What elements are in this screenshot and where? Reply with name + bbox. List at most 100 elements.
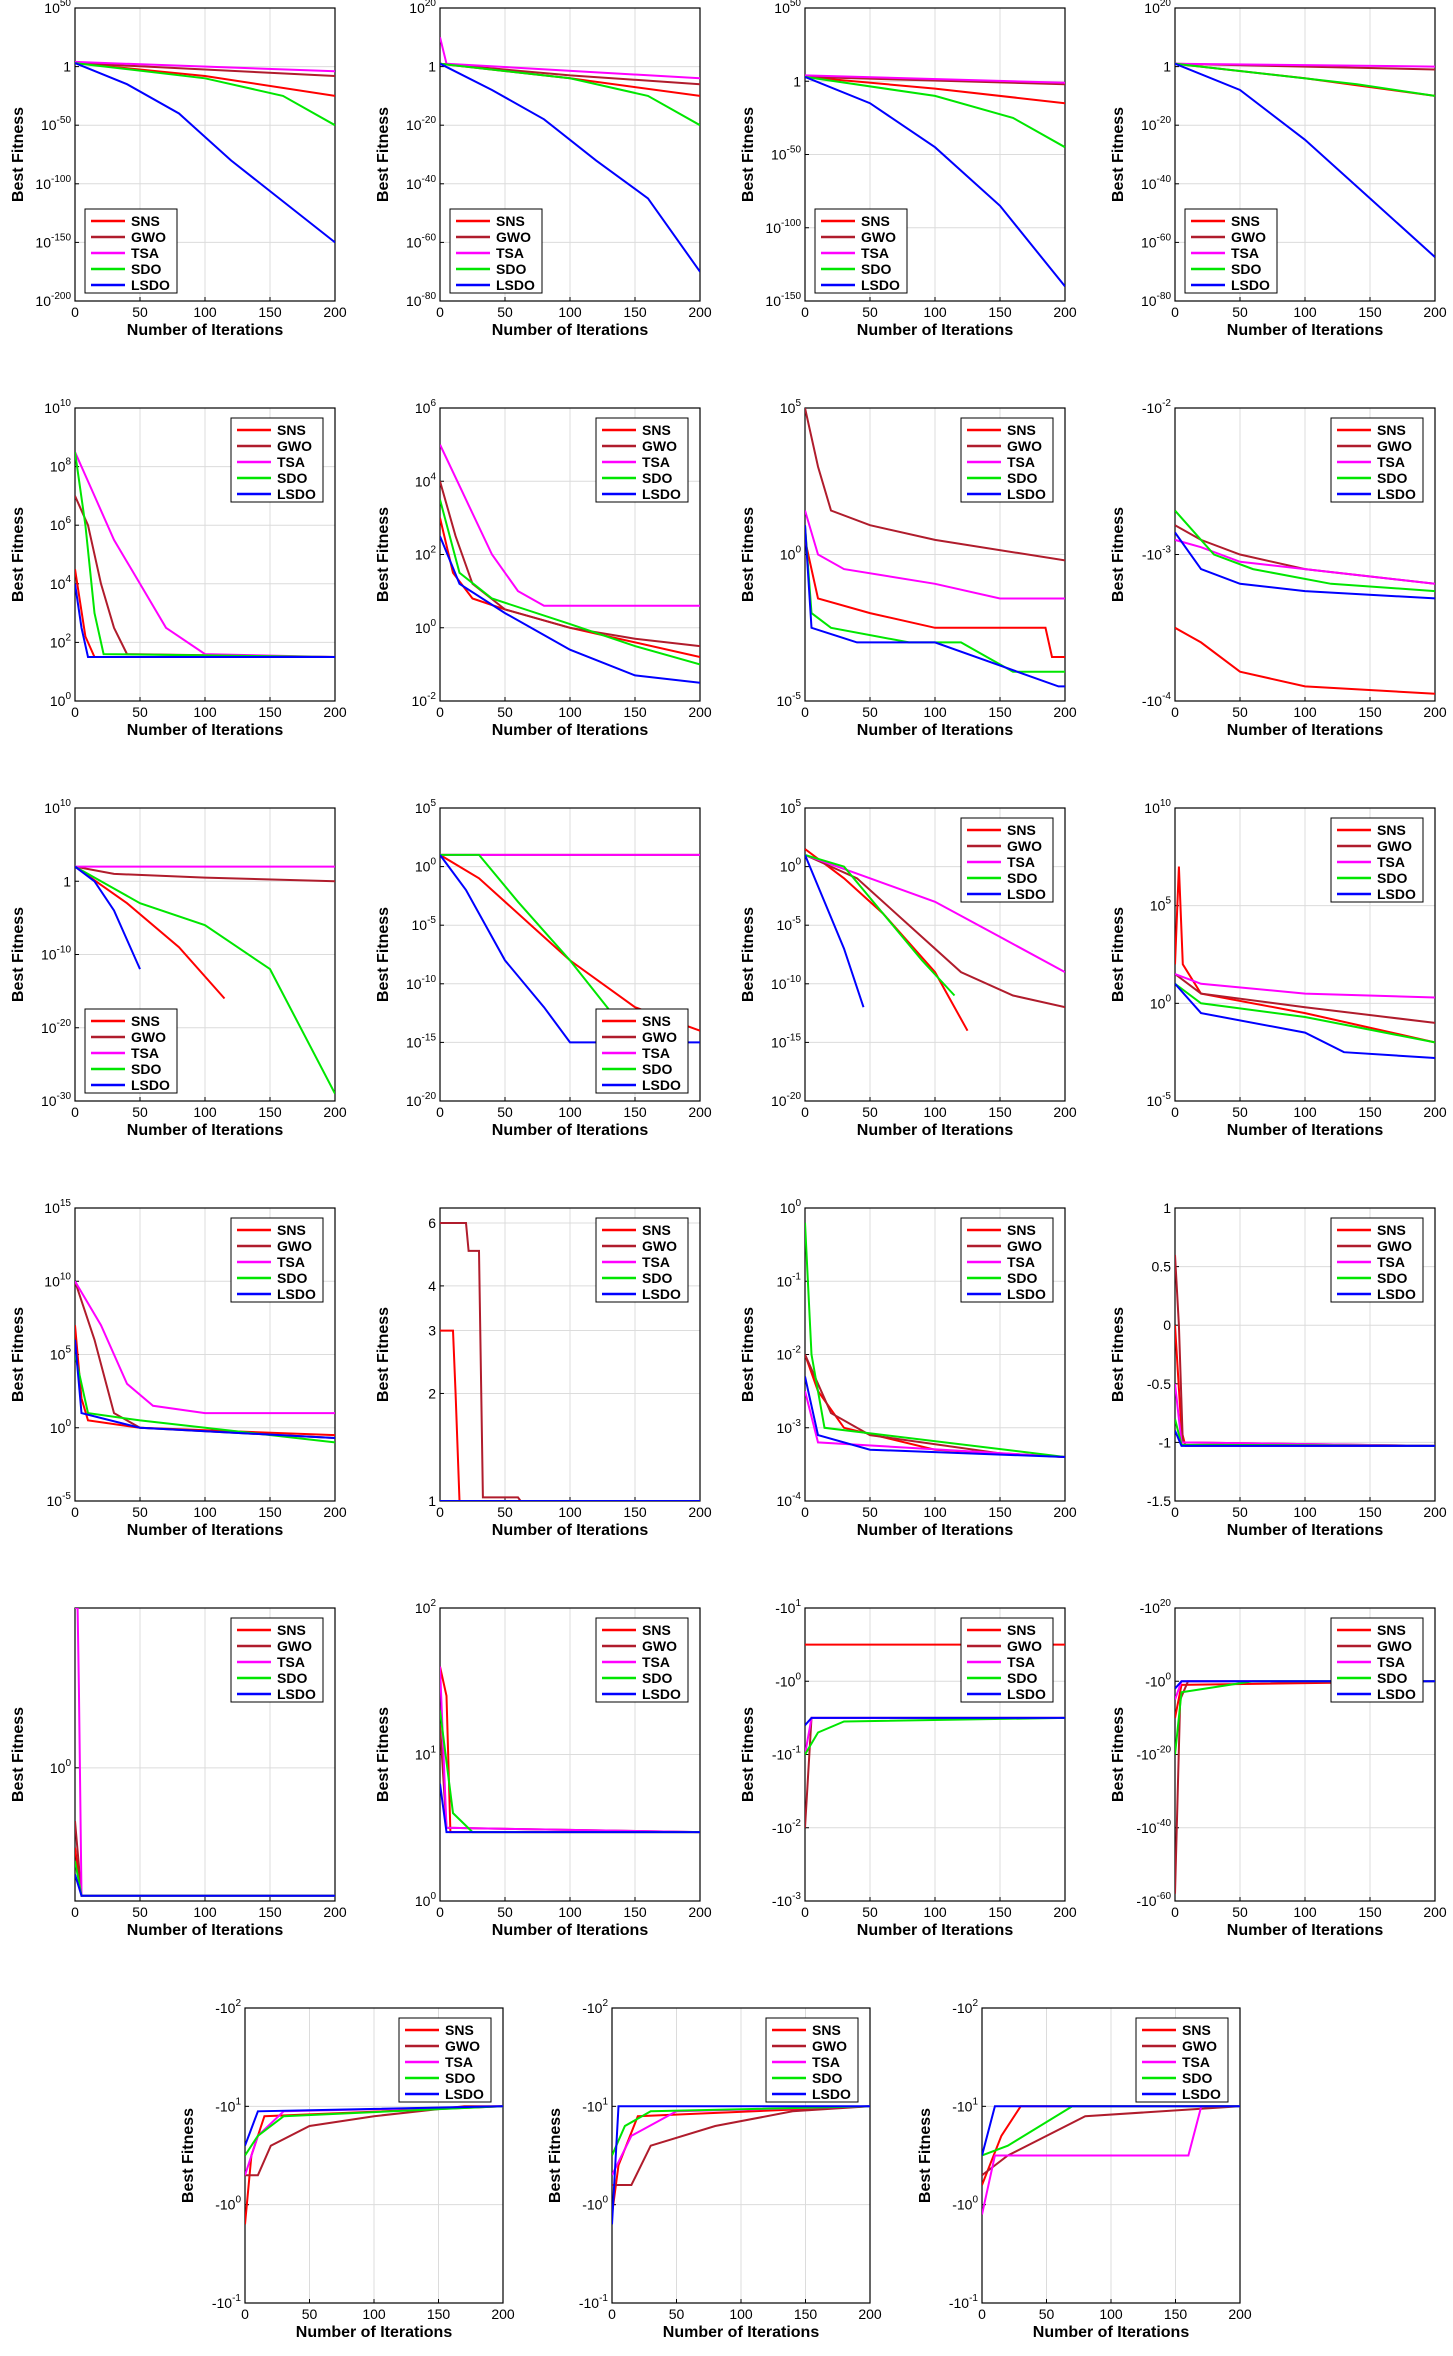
legend-label-tsa: TSA	[642, 1654, 670, 1670]
x-tick-label: 50	[1232, 1504, 1248, 1520]
y-tick-label: 10-10	[406, 974, 436, 992]
y-tick-label: 1	[793, 73, 801, 89]
x-tick-label: 50	[497, 1904, 513, 1920]
x-tick-label: 50	[132, 1104, 148, 1120]
y-tick-label: 10-20	[41, 1018, 71, 1036]
x-tick-label: 150	[1358, 304, 1382, 320]
y-tick-label: 10-80	[406, 291, 436, 309]
x-axis-label: Number of Iterations	[1033, 2324, 1190, 2341]
x-tick-label: 200	[323, 304, 347, 320]
legend-label-gwo: GWO	[496, 229, 531, 245]
x-axis-label: Number of Iterations	[857, 1122, 1014, 1139]
series-line-gwo	[805, 853, 1065, 1009]
legend-label-gwo: GWO	[277, 1638, 312, 1654]
series-line-sns	[805, 75, 1065, 105]
y-tick-label: -10-3	[1142, 545, 1172, 563]
x-tick-label: 200	[688, 1504, 712, 1520]
y-tick-label: 10-5	[777, 915, 802, 933]
x-tick-label: 100	[729, 2306, 753, 2322]
legend-label-lsdo: LSDO	[131, 1077, 170, 1093]
x-tick-label: 200	[323, 1104, 347, 1120]
x-tick-label: 50	[302, 2306, 318, 2322]
x-tick-label: 0	[71, 1504, 79, 1520]
series-line-lsdo	[1175, 531, 1435, 600]
legend-label-tsa: TSA	[277, 1254, 305, 1270]
x-tick-label: 50	[862, 1104, 878, 1120]
legend-label-sdo: SDO	[642, 1061, 672, 1077]
y-tick-label: -10-60	[1136, 1891, 1171, 1909]
series-line-lsdo	[75, 62, 335, 244]
chart-panel-23: 0 50 100 150 200 -10-1 -100 -101 -102 Number of I…	[917, 1998, 1252, 2341]
y-axis-label: Best Fitness	[10, 907, 27, 1002]
y-axis-label: Best Fitness	[740, 1707, 757, 1802]
x-tick-label: 0	[1171, 1104, 1179, 1120]
x-tick-label: 200	[1053, 1504, 1077, 1520]
y-tick-label: 10-5	[412, 915, 437, 933]
legend-label-sns: SNS	[445, 2022, 474, 2038]
chart-panel-7: 0 50 100 150 200 105 100 10-5 Number of Iteratio…	[740, 398, 1077, 739]
series-line-sdo	[1175, 62, 1435, 97]
legend-label-sdo: SDO	[1007, 870, 1037, 886]
x-tick-label: 0	[801, 1504, 809, 1520]
series-line-lsdo	[440, 62, 700, 273]
legend-label-lsdo: LSDO	[1007, 1286, 1046, 1302]
chart-panel-15: 0 50 100 150 200 100 10-1 10-2 10-3 10-4 Number of…	[740, 1198, 1077, 1539]
x-axis-label: Number of Iterations	[1227, 722, 1384, 739]
y-tick-label: 102	[415, 545, 437, 563]
series-line-tsa	[1175, 62, 1435, 68]
chart-panel-20: 0 50 100 150 200 -10-60 -10-40 -10-20 -100 -1020 N…	[1110, 1598, 1447, 1939]
legend-label-tsa: TSA	[1377, 1254, 1405, 1270]
x-tick-label: 0	[801, 304, 809, 320]
y-tick-label: 10-50	[41, 115, 71, 133]
x-tick-label: 200	[323, 1504, 347, 1520]
y-axis-label: Best Fitness	[180, 2108, 197, 2203]
x-tick-label: 200	[1053, 304, 1077, 320]
x-tick-label: 150	[1358, 1904, 1382, 1920]
y-tick-label: 10-5	[1147, 1091, 1172, 1109]
y-axis-label: Best Fitness	[740, 1307, 757, 1402]
x-tick-label: 150	[258, 1904, 282, 1920]
legend-label-sdo: SDO	[131, 1061, 161, 1077]
x-tick-label: 0	[241, 2306, 249, 2322]
y-tick-label: 100	[415, 618, 437, 636]
x-tick-label: 50	[497, 304, 513, 320]
legend-label-lsdo: LSDO	[642, 1686, 681, 1702]
series-line-sdo	[245, 2105, 503, 2157]
x-tick-label: 150	[988, 1104, 1012, 1120]
y-tick-label: -102	[582, 1998, 608, 2016]
y-tick-label: -100	[215, 2195, 241, 2213]
y-tick-label: -101	[215, 2096, 241, 2114]
series-line-sdo	[805, 1222, 1065, 1458]
x-tick-label: 200	[1053, 1904, 1077, 1920]
series-line-gwo	[612, 2105, 870, 2186]
legend-label-lsdo: LSDO	[1377, 1286, 1416, 1302]
legend-label-tsa: TSA	[277, 454, 305, 470]
legend-label-sdo: SDO	[131, 261, 161, 277]
legend-label-gwo: GWO	[1377, 438, 1412, 454]
x-tick-label: 100	[923, 1904, 947, 1920]
series-line-gwo	[805, 408, 1065, 562]
series-line-sdo	[612, 2105, 870, 2156]
legend-label-lsdo: LSDO	[277, 486, 316, 502]
y-tick-label: 1010	[1144, 798, 1171, 816]
x-tick-label: 200	[1423, 704, 1447, 720]
legend-label-sns: SNS	[812, 2022, 841, 2038]
legend-label-gwo: GWO	[1377, 1638, 1412, 1654]
y-tick-label: 10-60	[1141, 232, 1171, 250]
legend-label-lsdo: LSDO	[277, 1686, 316, 1702]
x-axis-label: Number of Iterations	[492, 322, 649, 339]
y-tick-label: 10-1	[777, 1271, 802, 1289]
series-line-gwo	[75, 865, 335, 883]
legend-label-tsa: TSA	[445, 2054, 473, 2070]
legend-label-tsa: TSA	[861, 245, 889, 261]
legend-label-sns: SNS	[1377, 422, 1406, 438]
legend-label-gwo: GWO	[861, 229, 896, 245]
y-tick-label: 1020	[409, 0, 436, 16]
